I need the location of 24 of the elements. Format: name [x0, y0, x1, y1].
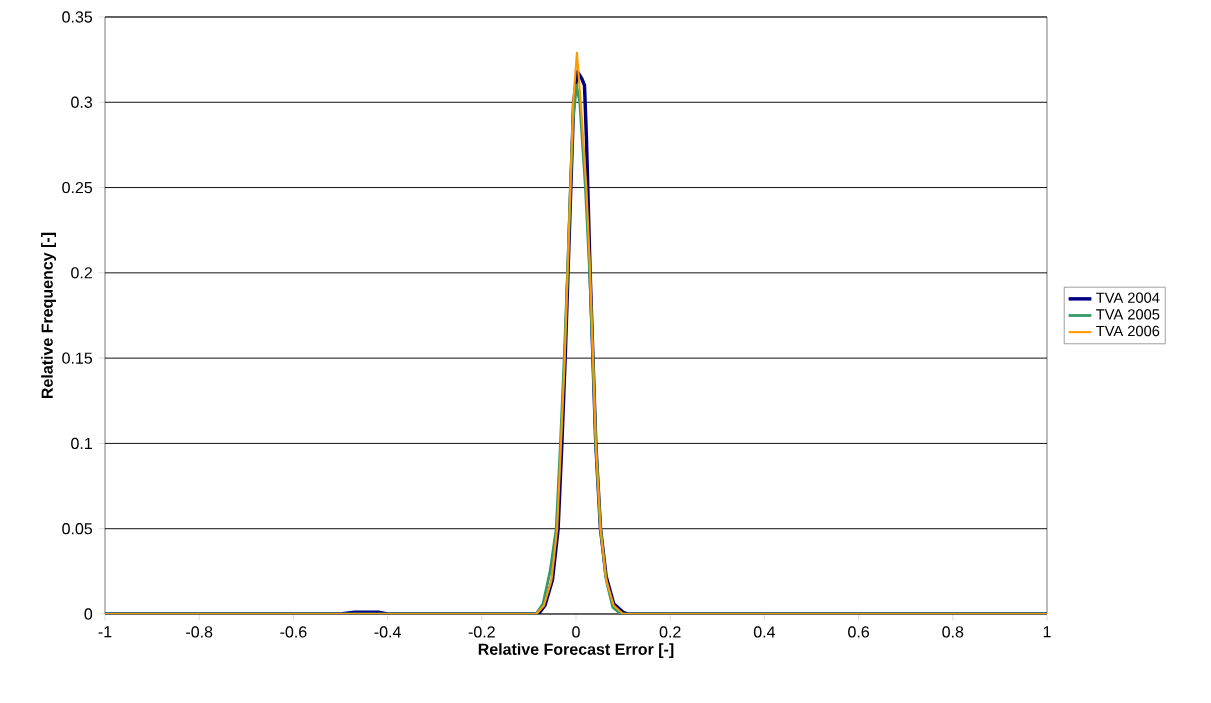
y-tick-label: 0.1: [71, 437, 92, 450]
legend-label: TVA 2004: [1096, 292, 1160, 303]
x-tick-label: -0.4: [374, 626, 401, 638]
y-tick-label: 0: [84, 608, 93, 620]
x-tick-label: -0.8: [186, 626, 213, 638]
x-tick-label: 0: [572, 626, 580, 638]
y-tick-label: 0.15: [62, 352, 93, 364]
x-tick-label: 0.4: [753, 626, 776, 638]
y-tick-label: 0.2: [71, 267, 92, 279]
legend-label: TVA 2006: [1096, 325, 1160, 337]
x-tick-label: 0.2: [659, 626, 681, 638]
x-tick-label: -0.2: [468, 626, 495, 638]
legend-label: TVA 2005: [1096, 309, 1160, 320]
x-tick-label: 1: [1043, 626, 1051, 638]
y-tick-label: 0.05: [62, 523, 93, 535]
x-axis-title: Relative Forecast Error [-]: [478, 643, 674, 659]
y-tick-label: 0.25: [62, 181, 93, 194]
x-tick-label: 0.8: [942, 626, 964, 638]
x-tick-label: -0.6: [280, 626, 307, 638]
y-tick-label: 0.35: [62, 11, 93, 23]
x-tick-label: 0.6: [848, 626, 870, 638]
y-axis-title: Relative Frequency [-]: [41, 232, 57, 398]
y-tick-label: 0.3: [71, 96, 93, 108]
x-tick-label: -1: [98, 626, 112, 638]
